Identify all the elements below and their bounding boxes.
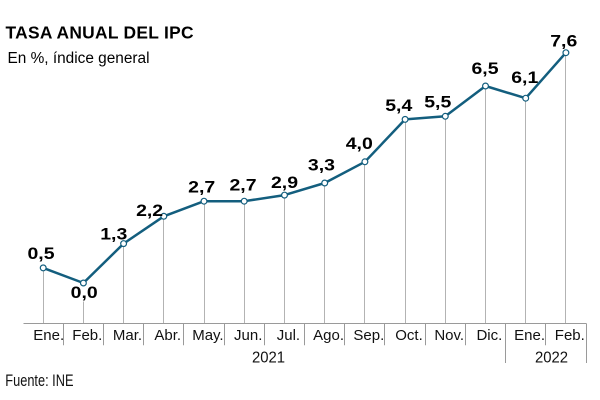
svg-text:Abr.: Abr. — [154, 327, 181, 344]
svg-text:7,6: 7,6 — [550, 32, 577, 50]
svg-text:3,3: 3,3 — [308, 156, 335, 174]
svg-text:0,5: 0,5 — [27, 244, 54, 262]
svg-text:TASA ANUAL DEL IPC: TASA ANUAL DEL IPC — [6, 23, 194, 43]
svg-text:6,5: 6,5 — [471, 59, 498, 77]
svg-text:2,7: 2,7 — [229, 176, 256, 194]
svg-text:1,3: 1,3 — [100, 225, 127, 243]
svg-text:5,5: 5,5 — [424, 93, 451, 111]
svg-text:4,0: 4,0 — [346, 134, 373, 152]
svg-text:Fuente: INE: Fuente: INE — [5, 373, 73, 391]
svg-text:5,4: 5,4 — [385, 96, 412, 114]
svg-text:Nov.: Nov. — [434, 327, 464, 344]
svg-text:Sep.: Sep. — [353, 327, 384, 344]
svg-text:Feb.: Feb. — [72, 327, 102, 344]
svg-text:En %, índice general: En %, índice general — [8, 50, 150, 67]
svg-text:2,7: 2,7 — [188, 178, 215, 196]
svg-text:Mar.: Mar. — [113, 327, 142, 344]
svg-text:2,2: 2,2 — [136, 201, 163, 219]
svg-text:Dic.: Dic. — [476, 327, 502, 344]
svg-text:2022: 2022 — [535, 349, 568, 367]
svg-text:0,0: 0,0 — [71, 283, 98, 301]
svg-text:Ene.: Ene. — [33, 327, 64, 344]
svg-text:2,9: 2,9 — [271, 173, 298, 191]
svg-text:Ago.: Ago. — [313, 327, 344, 344]
svg-text:2021: 2021 — [252, 349, 285, 367]
svg-text:6,1: 6,1 — [511, 68, 538, 86]
svg-text:May.: May. — [192, 327, 223, 344]
svg-text:Jun.: Jun. — [234, 327, 262, 344]
svg-text:Ene.: Ene. — [514, 327, 545, 344]
svg-text:Feb.: Feb. — [555, 327, 585, 344]
svg-text:Jul.: Jul. — [277, 327, 300, 344]
svg-text:Oct.: Oct. — [395, 327, 423, 344]
